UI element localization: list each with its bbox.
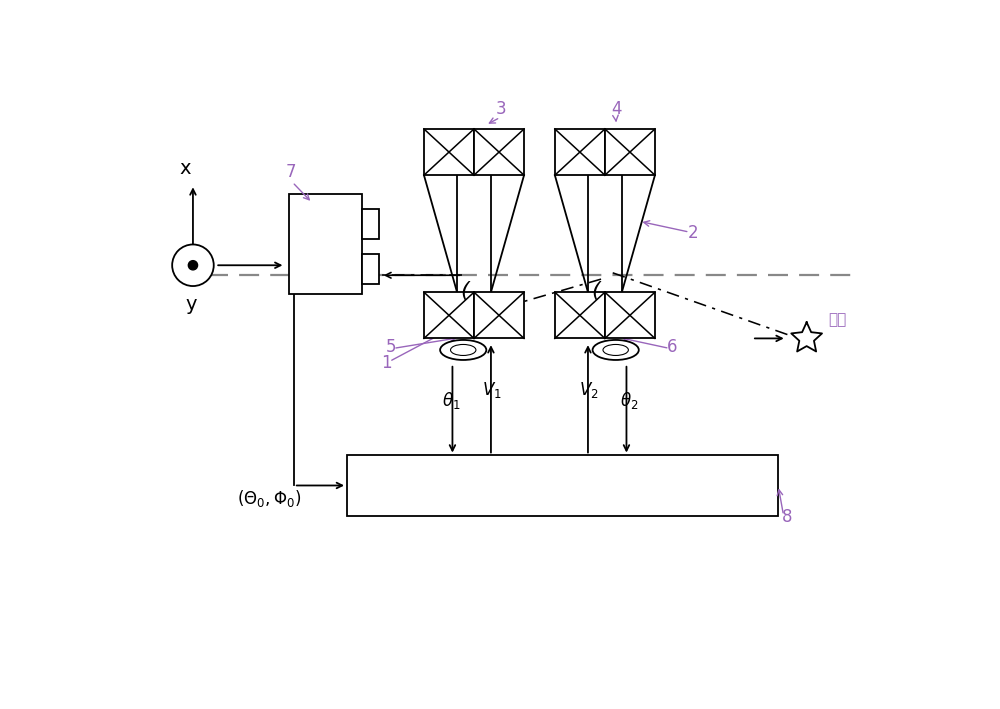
- Text: $(\Theta_0, \Phi_0)$: $(\Theta_0, \Phi_0)$: [237, 488, 301, 509]
- Text: 4: 4: [611, 99, 622, 118]
- Text: 2: 2: [688, 224, 699, 242]
- Text: 目标: 目标: [828, 313, 846, 328]
- Bar: [555, 129, 605, 175]
- Ellipse shape: [603, 345, 628, 355]
- Ellipse shape: [440, 340, 486, 360]
- Bar: [347, 455, 778, 515]
- Bar: [474, 292, 524, 338]
- Text: 3: 3: [496, 99, 506, 118]
- Text: 7: 7: [285, 162, 296, 181]
- Bar: [474, 129, 524, 175]
- Text: $V_2$: $V_2$: [579, 380, 598, 400]
- Text: 6: 6: [667, 338, 677, 356]
- Text: 5: 5: [385, 338, 396, 356]
- Bar: [555, 292, 605, 338]
- Bar: [424, 129, 474, 175]
- Bar: [605, 292, 655, 338]
- Bar: [362, 209, 379, 239]
- Text: x: x: [179, 160, 191, 179]
- Text: $V_1$: $V_1$: [482, 380, 501, 400]
- Text: z: z: [292, 257, 302, 275]
- Text: (: (: [591, 281, 600, 301]
- Text: $\theta_2$: $\theta_2$: [620, 390, 639, 411]
- Circle shape: [188, 261, 198, 270]
- Bar: [605, 129, 655, 175]
- Text: 1: 1: [382, 354, 392, 372]
- Bar: [289, 194, 362, 294]
- Bar: [362, 255, 379, 284]
- Text: 8: 8: [782, 508, 793, 525]
- Circle shape: [172, 245, 214, 286]
- Text: y: y: [185, 295, 197, 314]
- Bar: [424, 292, 474, 338]
- Ellipse shape: [451, 345, 476, 355]
- Ellipse shape: [593, 340, 639, 360]
- Text: $\theta_1$: $\theta_1$: [442, 390, 461, 411]
- Text: (: (: [460, 281, 469, 301]
